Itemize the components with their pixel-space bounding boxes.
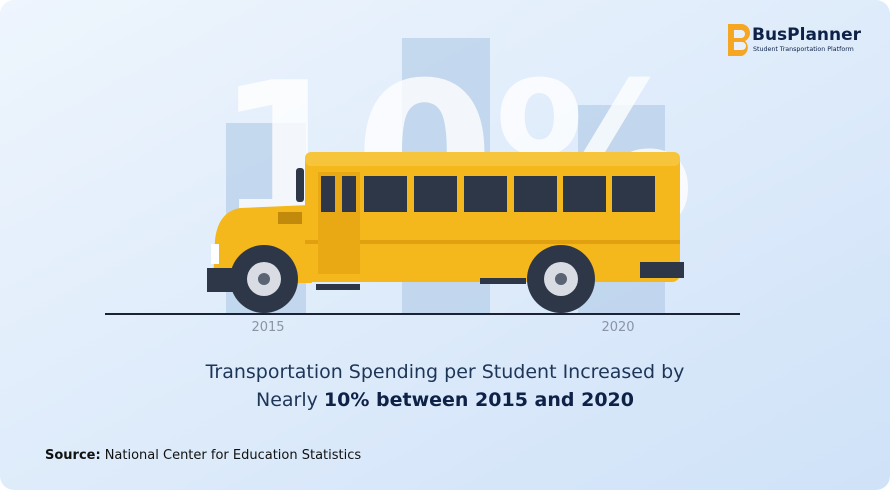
headline-bold: 10% between 2015 and 2020 [324, 389, 634, 411]
bus-door-window [321, 176, 335, 212]
bus [207, 152, 684, 313]
bus-window [414, 176, 457, 212]
bus-window [364, 176, 407, 212]
logo-icon-cut [734, 30, 746, 50]
bus-mirror [296, 168, 304, 202]
bus-rear-bumper [640, 262, 684, 278]
headline-prefix: Nearly [256, 389, 318, 411]
bus-step [316, 284, 360, 290]
bus-door-window [342, 176, 356, 212]
headline-line1: Transportation Spending per Student Incr… [205, 361, 685, 383]
bus-wheel [527, 245, 595, 313]
year-label: 2020 [601, 320, 634, 335]
bus-headlight [211, 244, 219, 264]
bus-bumper [207, 268, 233, 292]
wheel-hub [555, 273, 567, 285]
bus-stripe [305, 240, 680, 244]
source: Source: National Center for Education Sta… [45, 448, 361, 463]
bus-body [305, 152, 680, 282]
source-label: Source: [45, 448, 101, 463]
headline-line2: Nearly 10% between 2015 and 2020 [256, 389, 634, 411]
bus-window [464, 176, 507, 212]
bus-window [612, 176, 655, 212]
logo: BusPlanner Student Transportation Platfo… [728, 24, 862, 56]
logo-tagline: Student Transportation Platform [753, 46, 854, 53]
year-label: 2015 [251, 320, 284, 335]
logo-name: BusPlanner [752, 25, 862, 45]
bus-wheel [230, 245, 298, 313]
bus-grille [278, 212, 302, 224]
source-text: National Center for Education Statistics [105, 448, 362, 463]
bus-window [563, 176, 606, 212]
bus-skirt [480, 278, 526, 284]
bus-roof [305, 152, 680, 166]
wheel-hub [258, 273, 270, 285]
bus-window [514, 176, 557, 212]
bus-windows [364, 176, 655, 212]
